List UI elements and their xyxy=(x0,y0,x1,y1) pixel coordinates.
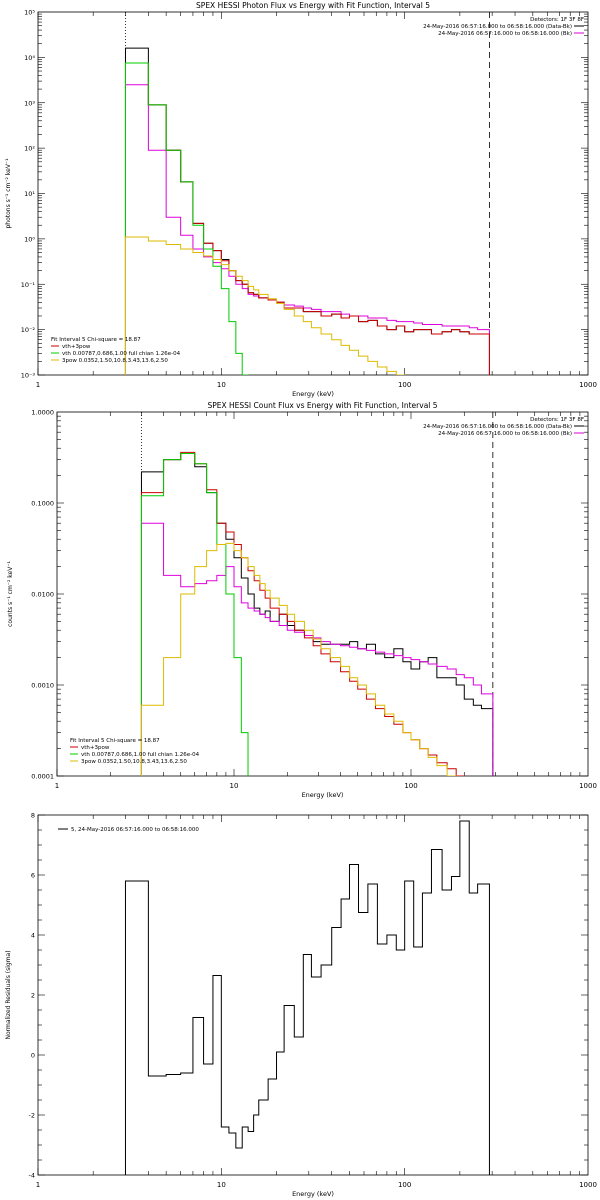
y-tick-label: 6 xyxy=(31,872,35,880)
y-axis-label: counts s⁻¹ cm⁻² keV⁻¹ xyxy=(7,561,14,627)
chart-panel-3 xyxy=(37,814,589,1176)
x-tick-label: 100 xyxy=(398,1181,411,1189)
legend-entry: vth 0.00787,0.686,1.00 full chian 1.26e-… xyxy=(62,351,181,357)
series-vth xyxy=(124,62,490,375)
y-tick-label: 10⁵ xyxy=(24,9,35,17)
header-line: 24-May-2016 06:57:16.000 to 06:58:16.000… xyxy=(438,31,572,37)
legend-entry: 3pow 0.0352,1.50,10.8,3.43,13.6,2.50 xyxy=(81,759,187,765)
series-vth xyxy=(140,452,494,776)
chart-title: SPEX HESSI Photon Flux vs Energy with Fi… xyxy=(196,1,430,10)
y-tick-label: 1.0000 xyxy=(31,409,54,417)
x-tick-label: 1000 xyxy=(579,782,597,790)
x-tick-label: 1 xyxy=(55,782,59,790)
x-tick-label: 1 xyxy=(36,1181,40,1189)
series-bk xyxy=(140,522,494,776)
header-line: 24-May-2016 06:57:16.000 to 06:58:16.000… xyxy=(423,24,572,30)
y-tick-label: 4 xyxy=(31,932,35,940)
x-tick-label: 1000 xyxy=(579,1181,597,1189)
chart-panel-1 xyxy=(37,11,589,376)
y-tick-label: 0.1000 xyxy=(31,500,54,508)
series-data-bk xyxy=(140,452,494,776)
y-tick-label: 0.0010 xyxy=(31,682,54,690)
series-vth-3pow xyxy=(124,62,490,375)
legend-entry: 3pow 0.0352,1.50,10.8,3.43,13.6,2.50 xyxy=(62,358,168,364)
y-tick-label: -4 xyxy=(29,1172,35,1180)
header-line: Detectors: 1F 3F 8F xyxy=(530,17,584,23)
y-tick-label: 0.0100 xyxy=(31,591,54,599)
plot-frame xyxy=(37,814,589,1176)
y-axis-label: Normalized Residuals (sigma) xyxy=(5,950,12,1039)
y-tick-label: 10⁴ xyxy=(24,54,35,62)
y-tick-label: 10⁰ xyxy=(24,235,35,243)
series-residuals xyxy=(124,820,490,1175)
chart-panel-2 xyxy=(56,411,589,777)
y-tick-label: 0.0001 xyxy=(31,773,54,781)
x-tick-label: 10 xyxy=(217,1181,226,1189)
plot-frame xyxy=(37,11,589,376)
header-line: 24-May-2016 06:57:16.000 to 06:58:16.000… xyxy=(423,424,572,430)
y-axis-label: photons s⁻¹ cm⁻² keV⁻¹ xyxy=(5,158,12,229)
y-tick-label: 0 xyxy=(31,1052,35,1060)
legend-entry: vth+3pow xyxy=(81,745,110,751)
y-tick-label: 10⁻³ xyxy=(21,372,36,380)
legend-entry: vth 0.00787,0.686,1.00 full chian 1.26e-… xyxy=(81,752,200,758)
y-tick-label: 8 xyxy=(31,812,35,820)
x-axis-label: Energy (keV) xyxy=(292,1190,334,1198)
y-tick-label: 10⁻¹ xyxy=(21,281,36,289)
series-3pow xyxy=(124,236,490,375)
y-tick-label: 10⁻² xyxy=(21,326,36,334)
x-tick-label: 1000 xyxy=(579,381,597,389)
y-tick-label: 10² xyxy=(24,145,35,153)
y-tick-label: -2 xyxy=(29,1112,35,1120)
x-tick-label: 100 xyxy=(404,782,417,790)
y-tick-label: 10¹ xyxy=(24,190,35,198)
y-tick-label: 2 xyxy=(31,992,35,1000)
legend-entry: vth+3pow xyxy=(62,344,91,350)
legend-entry: 5, 24-May-2016 06:57:16.000 to 06:58:16.… xyxy=(71,827,199,833)
header-line: 24-May-2016 06:57:16.000 to 06:58:16.000… xyxy=(438,431,572,437)
y-tick-label: 10³ xyxy=(24,99,35,107)
x-tick-label: 100 xyxy=(398,381,411,389)
header-line: Detectors: 1F 3F 8F xyxy=(530,417,584,423)
x-tick-label: 10 xyxy=(230,782,239,790)
series-vth-3pow xyxy=(140,451,494,776)
plot-frame xyxy=(56,411,589,777)
legend-title: Fit Interval 5 Chi-square = 18.87 xyxy=(70,738,160,744)
legend-title: Fit Interval 5 Chi-square = 18.87 xyxy=(51,337,141,343)
chart-title: SPEX HESSI Count Flux vs Energy with Fit… xyxy=(207,401,437,410)
series-3pow xyxy=(140,542,494,776)
x-axis-label: Energy (keV) xyxy=(302,791,344,799)
x-axis-label: Energy (keV) xyxy=(292,390,334,398)
series-data-bk xyxy=(124,47,490,375)
x-tick-label: 10 xyxy=(217,381,226,389)
x-tick-label: 1 xyxy=(36,381,40,389)
series-bk xyxy=(124,84,490,375)
